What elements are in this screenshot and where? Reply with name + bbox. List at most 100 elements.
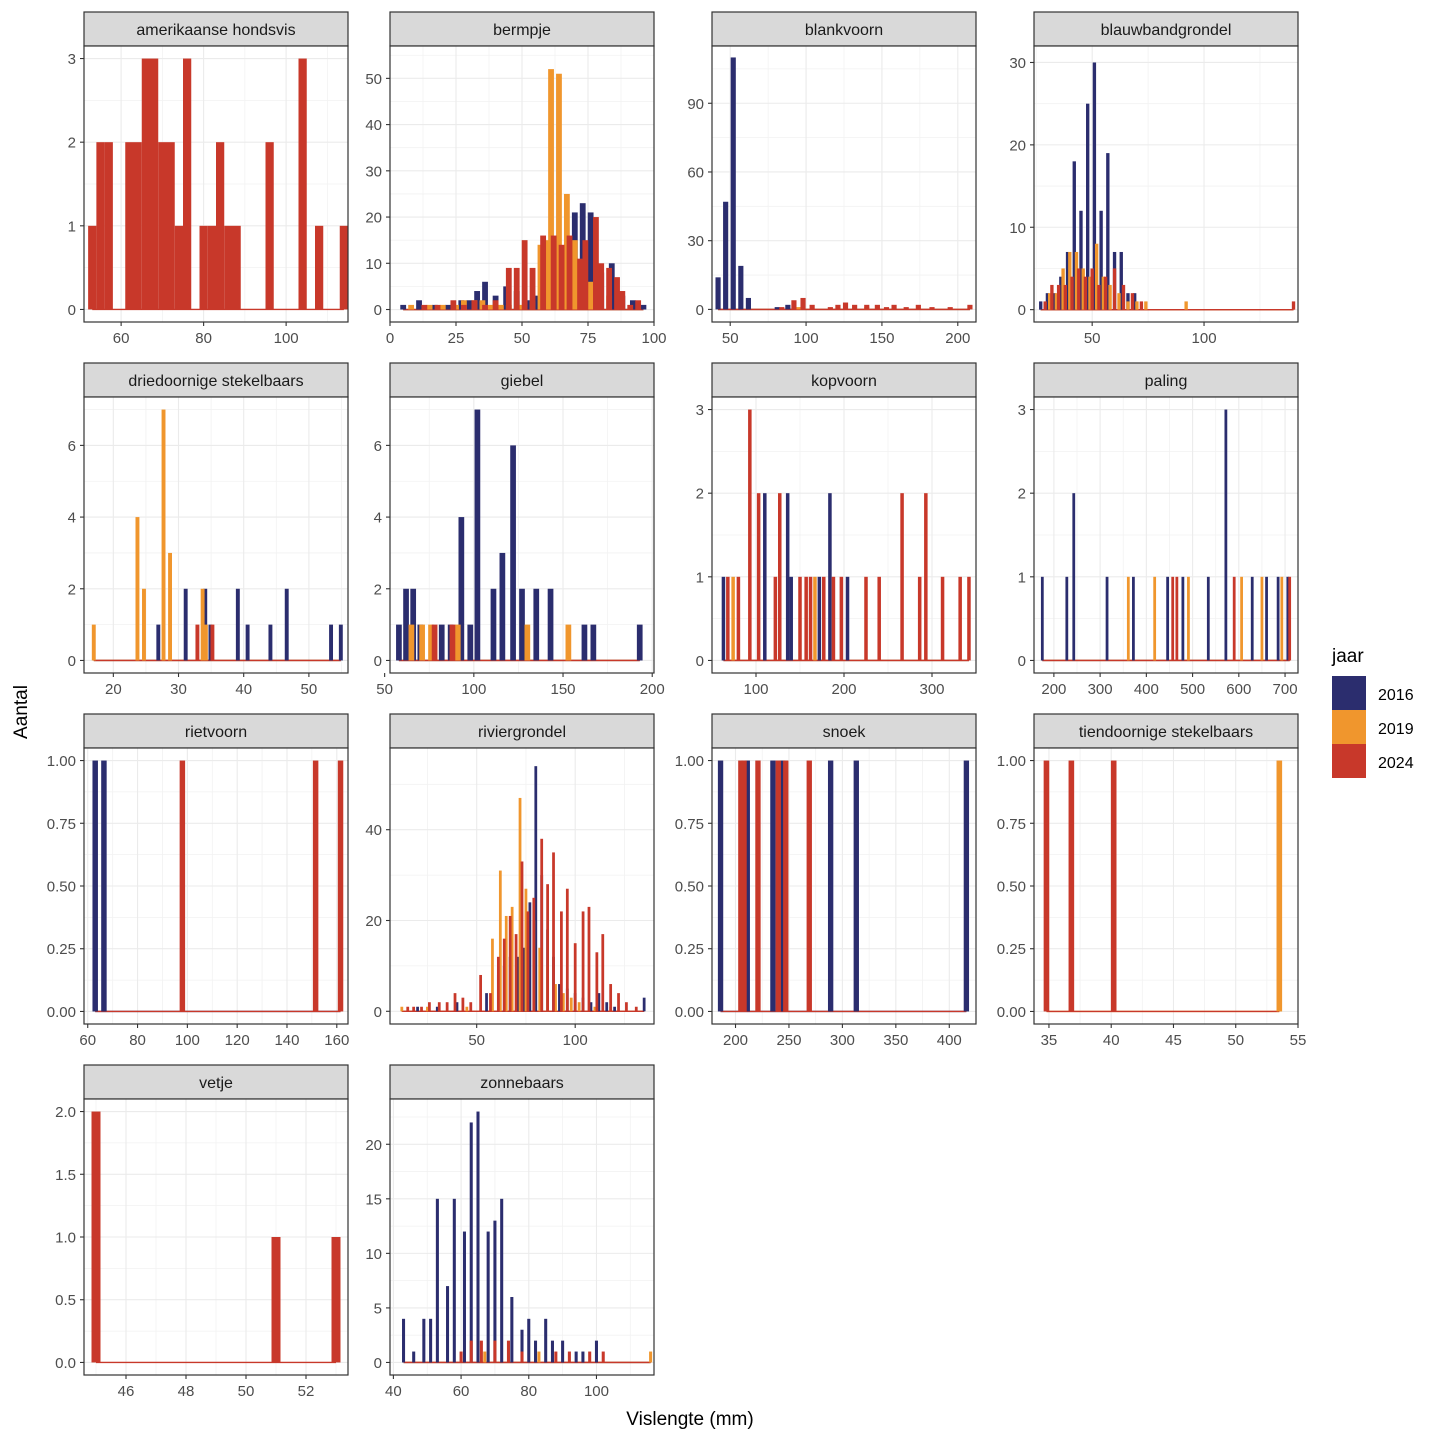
bar-2024 (822, 576, 826, 661)
bar-2024 (315, 225, 324, 310)
bar-2019 (561, 993, 565, 1012)
bar-2016 (1119, 251, 1123, 310)
y-tick-label: 4 (374, 510, 382, 527)
bar-2019 (408, 304, 415, 310)
x-tick-label: 50 (376, 681, 393, 698)
x-tick-label: 60 (113, 330, 130, 347)
facet-title: snoek (823, 724, 867, 741)
bar-2016 (853, 760, 859, 1012)
x-tick-label: 55 (1290, 1032, 1307, 1049)
x-tick-label: 100 (274, 330, 299, 347)
bar-2024 (1175, 576, 1179, 661)
bar-2016 (1039, 301, 1043, 310)
y-tick-label: 90 (687, 96, 704, 113)
facet-strip (711, 11, 977, 47)
bar-2024 (808, 576, 813, 661)
bar-2024 (546, 884, 549, 1012)
bar-2016 (589, 1002, 593, 1012)
bar-2019 (548, 69, 554, 310)
bar-2024 (598, 263, 605, 310)
bar-2024 (804, 576, 808, 661)
bar-2016 (1286, 576, 1290, 661)
bar-2016 (429, 1318, 433, 1363)
panel-zonnebaars: zonnebaars 0 5 10 15 20 40 60 80 100 (365, 1064, 655, 1400)
y-tick-label: 1.0 (55, 1230, 76, 1247)
bar-2019 (439, 304, 446, 310)
x-tick-label: 300 (919, 681, 944, 698)
bar-2024 (96, 142, 105, 310)
bar-2016 (490, 588, 497, 661)
bar-2024 (891, 304, 897, 310)
bar-2016 (590, 624, 597, 661)
bar-2019 (1061, 268, 1065, 310)
bar-2024 (573, 943, 577, 1012)
bar-2024 (606, 267, 613, 310)
facet-strip (83, 11, 349, 47)
bar-2024 (489, 993, 492, 1012)
panel-driedoornige-stekelbaars: driedoornige stekelbaars 0 2 4 6 20 30 40 50 (68, 362, 349, 698)
bar-2016 (466, 300, 473, 310)
bar-2024 (459, 1351, 463, 1363)
bar-2024 (540, 838, 544, 1012)
bar-2016 (558, 984, 561, 1012)
panel-border (711, 45, 977, 323)
bar-2016 (462, 1231, 466, 1363)
bar-2024 (431, 624, 438, 661)
bar-2024 (1063, 284, 1067, 310)
panel-border (1033, 396, 1299, 674)
y-tick-label: 30 (1009, 55, 1026, 72)
bar-2024 (864, 576, 868, 661)
y-tick-label: 0 (374, 1004, 382, 1021)
bar-2019 (518, 797, 522, 1012)
bar-2024 (331, 1237, 341, 1363)
bar-2024 (827, 307, 833, 310)
bar-2016 (785, 493, 790, 661)
bar-2016 (1265, 576, 1268, 661)
bar-2024 (1068, 760, 1075, 1012)
y-tick-label: 0 (696, 302, 704, 319)
bar-2016 (482, 281, 488, 310)
x-tick-label: 500 (1180, 681, 1205, 698)
bar-2024 (469, 1002, 473, 1012)
y-tick-label: 0 (374, 1355, 382, 1372)
y-tick-label: 3 (68, 51, 76, 68)
bar-2016 (268, 624, 273, 661)
bar-2024 (479, 974, 483, 1012)
bar-2024 (471, 300, 478, 310)
bar-2024 (1291, 301, 1296, 310)
bar-2019 (537, 1351, 541, 1363)
x-tick-label: 400 (1134, 681, 1159, 698)
bar-2024 (141, 58, 150, 310)
bar-2024 (513, 267, 520, 310)
bar-2024 (550, 235, 557, 310)
bar-2024 (232, 225, 241, 310)
bar-2019 (161, 409, 166, 661)
bar-2024 (1121, 284, 1126, 310)
bar-2019 (510, 906, 514, 1012)
y-tick-label: 3 (1018, 402, 1026, 419)
panel-border (389, 747, 655, 1025)
bar-2019 (408, 624, 415, 661)
y-tick-label: 30 (687, 233, 704, 250)
y-tick-label: 3 (696, 402, 704, 419)
facet-title: driedoornige stekelbaars (128, 373, 303, 390)
legend-key-2019 (1332, 710, 1366, 744)
bar-2016 (534, 766, 538, 1012)
bar-2024 (298, 58, 307, 310)
panel-amerikaanse-hondsvis: amerikaanse hondsvis 0 1 2 3 60 80 100 (68, 11, 349, 347)
y-tick-label: 0 (68, 653, 76, 670)
bar-2016 (183, 588, 188, 661)
bar-2019 (487, 304, 494, 310)
facet-strip (389, 1064, 655, 1100)
facet-strip (1033, 362, 1299, 398)
y-tick-label: 0.75 (997, 816, 1026, 833)
bar-2016 (636, 624, 643, 661)
bar-2024 (835, 304, 841, 310)
y-tick-label: 0 (1018, 302, 1026, 319)
y-tick-label: 1.5 (55, 1167, 76, 1184)
bar-2024 (736, 576, 741, 661)
x-tick-label: 700 (1273, 681, 1298, 698)
bar-2019 (1054, 293, 1059, 310)
bar-2024 (614, 277, 620, 310)
bar-2024 (150, 58, 159, 310)
